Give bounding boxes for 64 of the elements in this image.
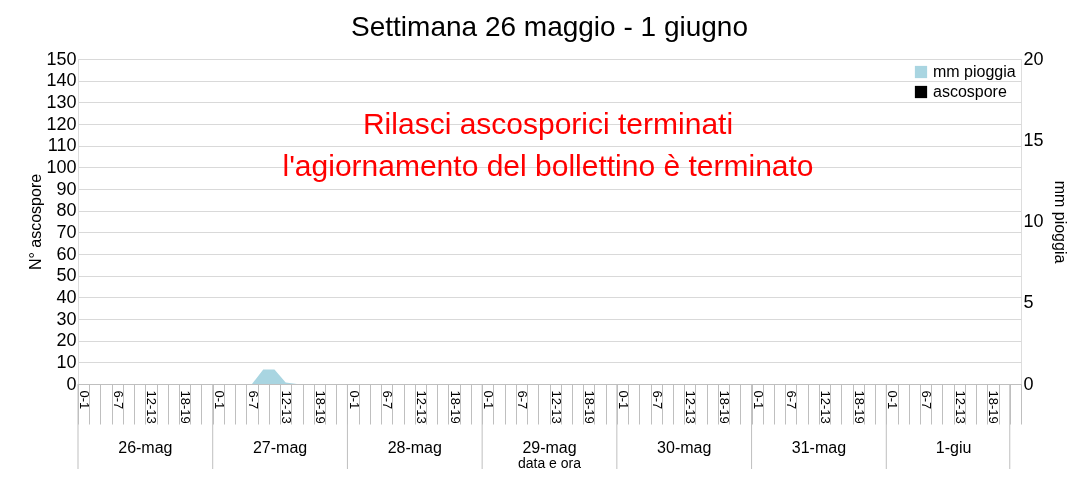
x-tick-label: 18-19 [178, 390, 194, 424]
x-tick-label: 0-1 [77, 390, 93, 410]
x-tick-label: 0-1 [885, 390, 901, 410]
y-tick-label: 120 [46, 113, 77, 134]
chart-title: Settimana 26 maggio - 1 giugno [351, 11, 748, 42]
x-tick-label: 0-1 [615, 390, 631, 410]
x-tick-label: 0-1 [481, 390, 497, 410]
y-tick-label: 60 [56, 243, 77, 264]
y-tick-label: 110 [47, 135, 77, 156]
y-tick-label: 130 [46, 91, 77, 112]
x-tick-label: 18-19 [447, 390, 463, 424]
x-tick-label: 6-7 [649, 390, 665, 410]
y-tick-label: 10 [56, 351, 77, 372]
x-tick-label: 18-19 [312, 390, 328, 424]
text: 31-mag [791, 439, 847, 456]
x-tick-label: 6-7 [784, 390, 800, 410]
x-tick-label: 0-1 [346, 390, 362, 410]
y2-tick-label: 20 [1023, 48, 1044, 69]
y-tick-label: 70 [56, 221, 77, 242]
x-tick-label: 6-7 [110, 390, 126, 410]
y-tick-label: 20 [56, 330, 77, 351]
x-tick-label: 12-13 [818, 390, 834, 424]
text: 30-mag [657, 439, 712, 456]
annotation: l'agiornamento del bollettino è terminato [282, 149, 814, 182]
y2-axis-title: mm pioggia [1051, 180, 1069, 264]
text: 28-mag [387, 439, 442, 456]
text: 1-giu [935, 439, 972, 456]
x-tick-label: 12-13 [413, 390, 429, 424]
x-axis-title: data e ora [517, 455, 582, 471]
x-tick-label: 6-7 [380, 390, 396, 410]
y-tick-label: 80 [56, 200, 77, 221]
x-tick-label: 6-7 [514, 390, 530, 410]
x-tick-label: 0-1 [750, 390, 766, 410]
text: 29-mag [522, 439, 577, 456]
y2-tick-label: 5 [1023, 292, 1034, 313]
text: 26-mag [118, 439, 173, 456]
y-tick-label: 140 [46, 70, 77, 91]
x-tick-label: 6-7 [245, 390, 261, 410]
y-tick-label: 50 [56, 265, 77, 286]
y-tick-label: 30 [56, 308, 77, 329]
x-tick-label: 18-19 [851, 390, 867, 424]
y-tick-label: 40 [56, 286, 77, 307]
legend-label: mm pioggia [933, 63, 1016, 80]
y2-tick-label: 0 [1023, 373, 1034, 394]
x-tick-label: 12-13 [144, 390, 160, 424]
y-axis-title: N° ascospore [27, 173, 45, 271]
x-tick-label: 0-1 [211, 390, 227, 410]
annotation: Rilasci ascosporici terminati [362, 107, 734, 140]
text: 27-mag [252, 439, 308, 456]
legend-label: ascospore [933, 83, 1007, 100]
y-tick-label: 90 [56, 178, 77, 199]
y-tick-label: 100 [46, 156, 77, 177]
x-tick-label: 18-19 [717, 390, 733, 424]
x-tick-label: 12-13 [548, 390, 564, 424]
x-tick-label: 6-7 [919, 390, 935, 410]
y2-tick-label: 10 [1023, 211, 1044, 231]
y-tick-label: 0 [66, 373, 77, 394]
x-tick-label: 12-13 [279, 390, 295, 424]
x-tick-label: 12-13 [952, 390, 968, 424]
x-tick-label: 18-19 [582, 390, 598, 424]
y2-tick-label: 15 [1023, 129, 1044, 150]
y-tick-label: 150 [46, 48, 77, 69]
x-tick-label: 18-19 [986, 390, 1002, 424]
x-tick-label: 12-13 [683, 390, 699, 424]
